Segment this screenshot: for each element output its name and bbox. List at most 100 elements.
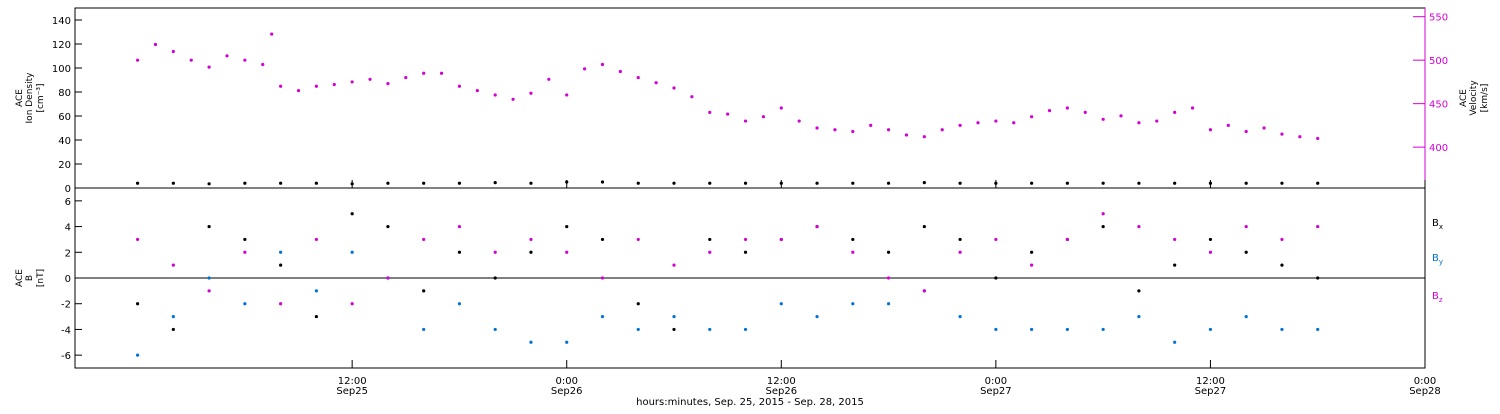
- bx-point: [243, 237, 247, 242]
- by-point: [1101, 327, 1105, 332]
- bz-point: [815, 224, 819, 229]
- bz-point: [386, 276, 390, 280]
- by-point: [672, 314, 676, 319]
- bx-point: [958, 237, 962, 242]
- top-series-0-point: [350, 182, 354, 186]
- bx-point: [135, 302, 140, 306]
- by-point: [886, 302, 891, 306]
- top-series-0-point: [493, 181, 497, 185]
- bz-point: [743, 237, 748, 242]
- top-series-1-point: [1280, 132, 1284, 136]
- legend-by: By: [1432, 253, 1443, 266]
- top-series-1-point: [386, 82, 390, 86]
- top-series-1-point: [350, 80, 354, 84]
- top-series-0-point: [1316, 181, 1320, 185]
- top-series-1-point: [171, 49, 175, 54]
- bz-point: [1030, 263, 1034, 267]
- top-series-0-point: [886, 181, 891, 185]
- top-ylabel-unit: [cm⁻³]: [36, 83, 46, 112]
- top-ytick-label: 80: [58, 88, 71, 99]
- bx-point: [1244, 250, 1248, 254]
- top-series-1-point: [1065, 106, 1069, 110]
- bz-point: [779, 237, 783, 242]
- bx-point: [171, 327, 175, 332]
- bz-point: [314, 237, 318, 242]
- xtick-date-label: Sep25: [336, 386, 368, 397]
- bx-point: [851, 237, 855, 242]
- top-series-1-point: [1262, 126, 1266, 130]
- xtick-time-label: 12:00: [1196, 376, 1225, 387]
- by-point: [1208, 327, 1213, 332]
- bx-point: [1316, 276, 1320, 280]
- by-point: [350, 250, 354, 254]
- top-series-0-point: [636, 181, 640, 185]
- by-point: [314, 289, 318, 293]
- top-y2label-line1: ACE: [1459, 89, 1469, 107]
- top-series-0-point: [314, 181, 318, 185]
- top-series-0-point: [958, 181, 962, 185]
- bz-point: [1244, 224, 1248, 229]
- legend-by-base: B: [1432, 253, 1439, 264]
- top-ytick-label: 100: [52, 64, 71, 75]
- top-series-0-point: [171, 181, 175, 185]
- top-series-1-point: [314, 84, 318, 88]
- by-point: [636, 327, 640, 332]
- by-point: [1137, 314, 1141, 319]
- legend-bz-base: B: [1432, 291, 1439, 302]
- top-series-1-point: [1119, 114, 1123, 118]
- top-series-1-point: [189, 58, 193, 62]
- xtick-date-label: Sep27: [1195, 386, 1227, 397]
- top-series-0-point: [851, 181, 855, 185]
- top-series-1-point: [404, 75, 408, 80]
- top-series-1-point: [833, 128, 837, 132]
- top-series-1-point: [618, 69, 622, 74]
- top-series-1-point: [1012, 121, 1016, 125]
- bottom-ytick-label: 6: [65, 197, 71, 208]
- xtick-time-label: 12:00: [338, 376, 367, 387]
- top-series-1-point: [976, 121, 980, 125]
- legend-bz: Bz: [1432, 291, 1443, 304]
- bz-point: [529, 237, 533, 242]
- top-series-1-point: [565, 93, 569, 97]
- by-point: [851, 302, 855, 306]
- data-layer: [135, 32, 1320, 357]
- by-point: [958, 314, 962, 319]
- by-point: [493, 327, 497, 332]
- top-series-1-point: [1047, 109, 1052, 113]
- bz-point: [994, 237, 998, 242]
- bx-point: [708, 237, 712, 242]
- bx-point: [743, 250, 748, 254]
- top-series-1-point: [1190, 106, 1195, 110]
- bottom-ytick-label: -2: [61, 300, 71, 311]
- top-series-1-point: [1083, 110, 1087, 114]
- by-point: [243, 302, 247, 306]
- legend-bz-sub: z: [1439, 296, 1443, 304]
- top-series-0-point: [565, 180, 569, 184]
- bz-point: [886, 276, 891, 280]
- top-series-1-point: [1155, 119, 1159, 123]
- top-series-1-point: [1101, 117, 1105, 121]
- bz-point: [350, 302, 354, 306]
- bz-point: [1101, 212, 1105, 216]
- top-series-0-point: [1137, 181, 1141, 185]
- by-point: [1030, 327, 1034, 332]
- bz-point: [171, 263, 175, 267]
- bx-point: [1173, 263, 1177, 267]
- top-series-0-point: [600, 180, 605, 184]
- top-y2tick-label: 550: [1429, 13, 1448, 24]
- top-series-1-point: [153, 42, 158, 47]
- by-point: [1173, 340, 1177, 344]
- top-series-1-point: [797, 119, 801, 123]
- bz-point: [422, 237, 426, 242]
- bottom-ytick-label: -4: [61, 325, 71, 336]
- top-ytick-label: 120: [52, 40, 71, 51]
- legend-bx-base: B: [1432, 218, 1439, 229]
- top-series-1-point: [1208, 128, 1213, 132]
- xtick-date-label: Sep27: [980, 386, 1012, 397]
- bx-point: [350, 212, 354, 216]
- top-series-1-point: [1226, 123, 1230, 127]
- bz-point: [1208, 250, 1213, 254]
- top-series-0-point: [529, 181, 533, 185]
- bz-point: [1316, 224, 1320, 229]
